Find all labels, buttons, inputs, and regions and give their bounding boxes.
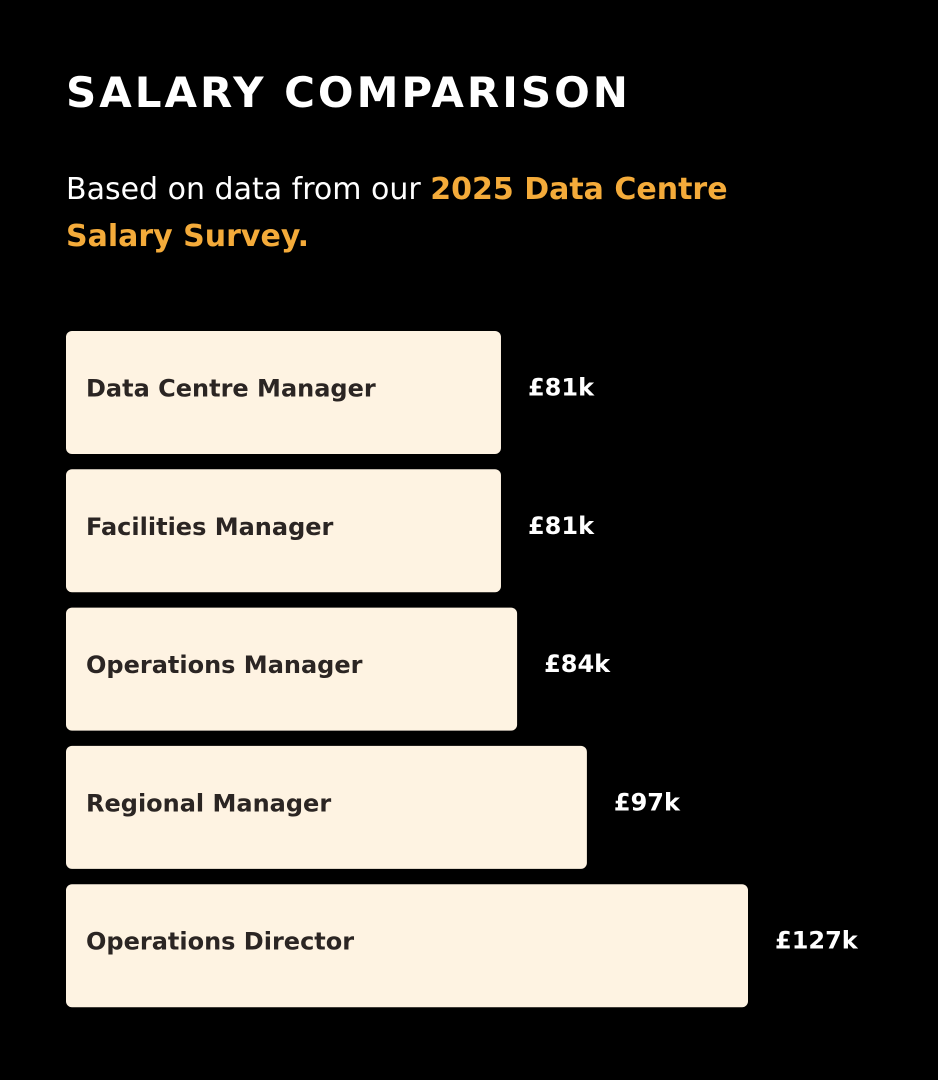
value-label: £84k — [544, 650, 611, 678]
category-label: Operations Director — [86, 928, 354, 956]
bar — [66, 884, 748, 1008]
bar — [66, 607, 518, 731]
category-label: Regional Manager — [86, 789, 331, 817]
value-label: £81k — [528, 374, 595, 402]
value-label: £97k — [614, 788, 681, 816]
subtitle-highlight: 2025 Data Centre Salary Survey. — [66, 172, 728, 254]
category-label: Facilities Manager — [86, 513, 334, 541]
bar — [66, 745, 587, 869]
value-label: £127k — [775, 927, 859, 955]
value-label: £81k — [528, 512, 595, 540]
category-label: Operations Manager — [86, 651, 363, 679]
subtitle-text: Based on data from our — [66, 172, 421, 207]
bar — [66, 331, 501, 454]
chart-title: SALARY COMPARISON — [66, 68, 631, 117]
category-label: Data Centre Manager — [86, 375, 376, 403]
bar — [66, 469, 501, 593]
chart-subtitle: Based on data from our 2025 Data Centre … — [66, 166, 806, 260]
